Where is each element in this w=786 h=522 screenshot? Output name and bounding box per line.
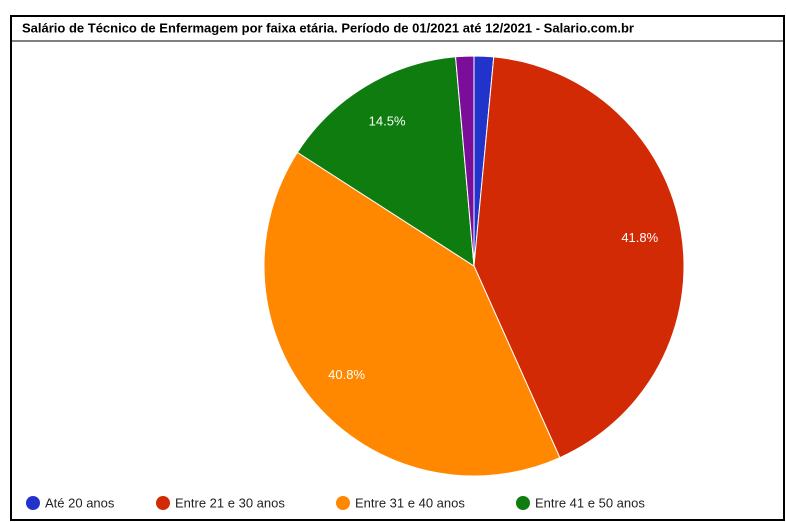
legend-swatch xyxy=(336,496,350,510)
pie-slice xyxy=(296,56,475,267)
legend-label: Entre 21 e 30 anos xyxy=(175,495,285,510)
pie-slice xyxy=(473,56,685,459)
legend-swatch xyxy=(26,496,40,510)
data-label: 41.8% xyxy=(621,230,658,245)
chart-title: Salário de Técnico de Enfermagem por fai… xyxy=(22,20,634,35)
legend-swatch xyxy=(516,496,530,510)
legend-swatch xyxy=(156,496,170,510)
pie-slice xyxy=(455,55,475,267)
data-label: 40.8% xyxy=(328,367,365,382)
legend-label: Entre 31 e 40 anos xyxy=(355,495,465,510)
pie-slice xyxy=(263,151,561,477)
legend-label: Até 20 anos xyxy=(45,495,115,510)
legend-label: Entre 41 e 50 anos xyxy=(535,495,645,510)
data-label: 14.5% xyxy=(369,114,406,129)
